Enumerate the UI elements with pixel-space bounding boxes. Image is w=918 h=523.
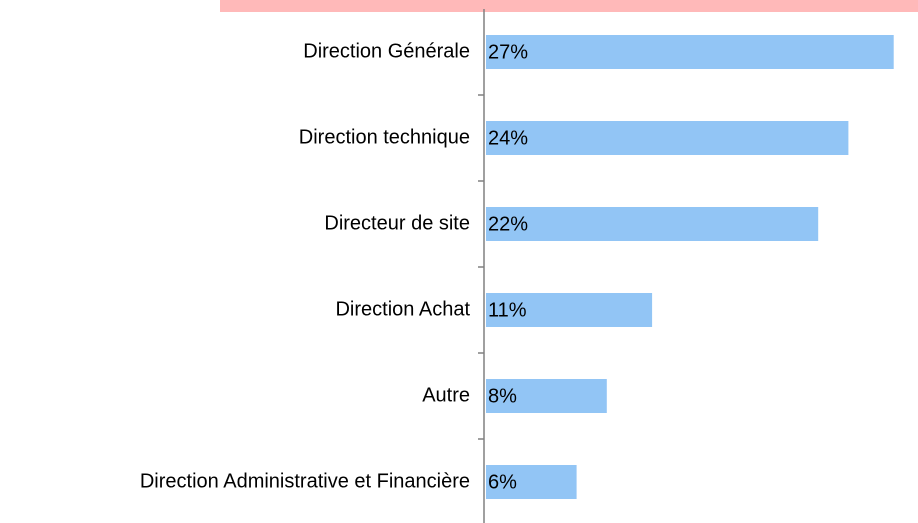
category-label: Directeur de site (324, 212, 470, 234)
value-label: 27% (488, 41, 528, 63)
bar (486, 293, 653, 327)
value-label: 22% (488, 213, 528, 235)
value-label: 6% (488, 471, 517, 493)
category-label: Direction Achat (335, 298, 470, 320)
category-label: Autre (422, 384, 470, 406)
bar (486, 465, 577, 499)
bar (486, 121, 849, 155)
category-label: Direction Générale (303, 40, 470, 62)
value-label: 24% (488, 127, 528, 149)
value-label: 11% (488, 299, 527, 321)
category-label: Direction technique (299, 126, 470, 148)
bar (486, 379, 607, 413)
category-label: Direction Administrative et Financière (140, 470, 470, 492)
header-band (220, 0, 918, 12)
value-label: 8% (488, 385, 517, 407)
bar (486, 35, 894, 69)
bar (486, 207, 819, 241)
